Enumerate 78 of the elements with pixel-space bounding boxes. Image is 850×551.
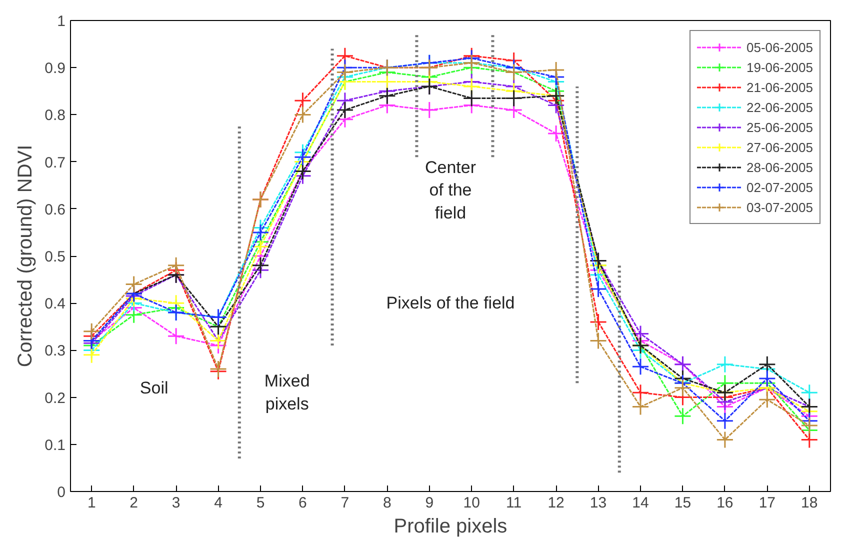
legend-label: 25-06-2005 xyxy=(746,120,813,134)
x-axis-title: Profile pixels xyxy=(394,516,508,538)
point xyxy=(294,148,312,166)
annotation: Mixed pixels xyxy=(264,372,310,414)
y-tick-label: 0.7 xyxy=(44,154,66,172)
y-tick-label: 0.9 xyxy=(44,60,66,78)
x-tick-label: 8 xyxy=(382,494,392,512)
legend-label: 03-07-2005 xyxy=(746,200,813,214)
point xyxy=(336,101,354,119)
x-tick-label: 17 xyxy=(758,494,776,512)
point xyxy=(336,64,354,82)
y-tick-label: 0.8 xyxy=(44,107,66,124)
point xyxy=(590,313,608,331)
x-tick-label: 2 xyxy=(130,494,138,512)
point xyxy=(294,106,312,124)
point xyxy=(125,276,143,294)
legend-label: 02-07-2005 xyxy=(746,180,813,194)
x-tick-label: 7 xyxy=(340,494,350,512)
x-tick-label: 11 xyxy=(506,494,522,512)
point xyxy=(758,370,776,388)
point xyxy=(674,407,692,425)
point xyxy=(378,87,396,105)
x-tick-label: 10 xyxy=(463,494,480,512)
point xyxy=(716,430,734,448)
y-axis-title: Corrected (ground) NDVI xyxy=(14,144,37,368)
point xyxy=(294,92,312,110)
y-tick-label: 0.3 xyxy=(44,342,66,360)
x-tick-label: 9 xyxy=(425,494,434,512)
x-tick-label: 3 xyxy=(172,494,180,512)
legend-label: 21-06-2005 xyxy=(746,80,813,94)
y-tick-label: 0 xyxy=(57,484,66,501)
annotation: Center of the field xyxy=(424,158,476,222)
annotation: Pixels of the field xyxy=(386,294,515,313)
x-tick-label: 12 xyxy=(548,494,564,512)
y-tick-label: 0.1 xyxy=(44,436,66,454)
legend-label: 27-06-2005 xyxy=(746,140,813,154)
x-tick-label: 13 xyxy=(590,494,607,512)
point xyxy=(800,430,818,448)
x-tick-label: 1 xyxy=(87,494,96,512)
point xyxy=(632,358,650,376)
y-tick-label: 1 xyxy=(57,13,66,30)
point xyxy=(252,256,270,274)
x-tick-label: 15 xyxy=(674,494,692,512)
x-tick-label: 14 xyxy=(632,494,649,512)
point xyxy=(82,346,100,364)
legend-label: 28-06-2005 xyxy=(746,160,813,174)
y-tick-label: 0.4 xyxy=(44,296,66,313)
point xyxy=(252,224,270,242)
point xyxy=(758,390,776,408)
point xyxy=(758,356,776,374)
y-tick-label: 0.6 xyxy=(44,201,66,218)
x-tick-label: 18 xyxy=(801,494,818,512)
point xyxy=(547,61,565,79)
x-tick-label: 6 xyxy=(298,494,307,512)
point xyxy=(716,356,734,374)
point xyxy=(167,327,185,345)
y-tick-label: 0.2 xyxy=(44,390,66,407)
point xyxy=(590,280,608,298)
y-tick-label: 0.5 xyxy=(44,248,66,266)
point xyxy=(674,379,692,397)
point xyxy=(800,416,818,434)
legend-label: 22-06-2005 xyxy=(746,100,813,114)
point xyxy=(252,238,270,256)
point xyxy=(82,322,100,340)
point xyxy=(800,384,818,402)
point xyxy=(632,398,650,416)
legend-label: 19-06-2005 xyxy=(746,60,813,74)
legend-label: 05-06-2005 xyxy=(746,40,813,54)
x-tick-label: 16 xyxy=(716,494,734,512)
x-tick-label: 4 xyxy=(214,494,222,512)
point xyxy=(632,384,650,402)
point xyxy=(590,332,608,350)
point xyxy=(420,101,438,119)
point xyxy=(167,256,185,274)
annotation: Soil xyxy=(140,378,168,398)
x-tick-label: 5 xyxy=(256,494,265,512)
point xyxy=(716,412,734,430)
point xyxy=(505,89,523,107)
